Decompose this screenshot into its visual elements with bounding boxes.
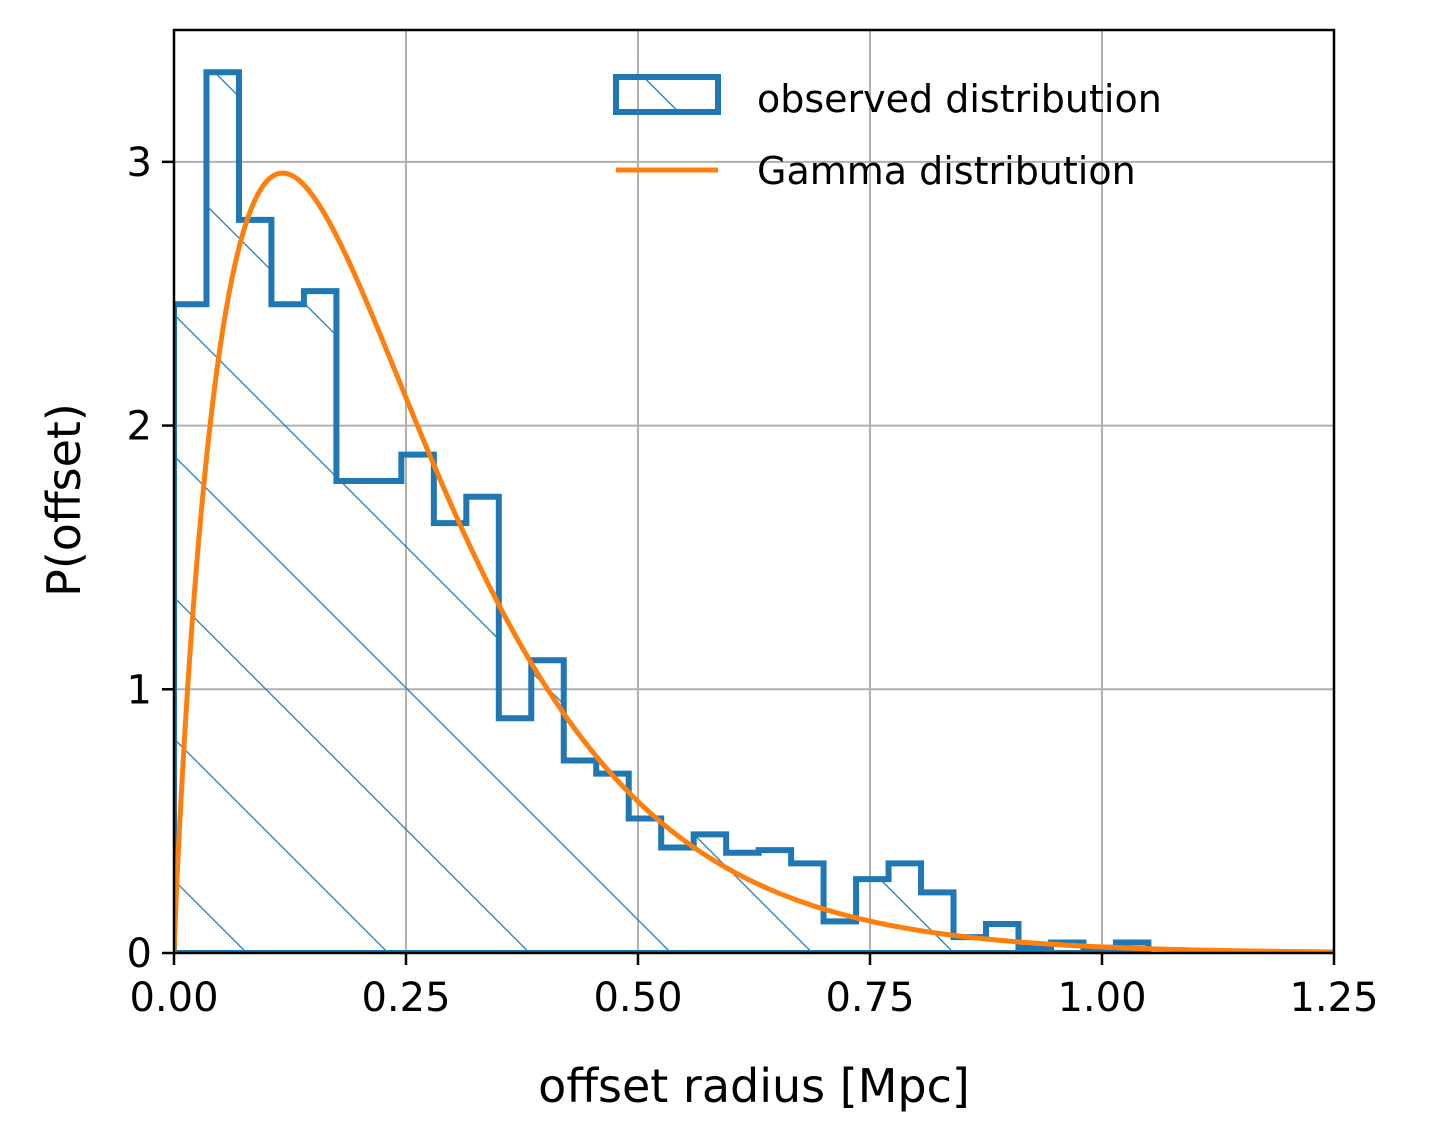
histogram-bin-4 (304, 291, 336, 953)
histogram-bin-20 (824, 921, 856, 953)
x-tick-label-2: 0.50 (593, 975, 682, 1021)
legend: observed distribution Gamma distribution (613, 74, 1162, 193)
y-tick-label-2: 2 (127, 404, 152, 450)
histogram-bin-13 (596, 774, 628, 953)
y-axis-label: P(offset) (37, 403, 91, 597)
histogram-bin-9 (466, 497, 498, 953)
histogram-bin-10 (499, 718, 531, 953)
y-tick-label-1: 1 (127, 667, 152, 713)
histogram-bin-22 (889, 863, 921, 953)
histogram-bin-2 (239, 220, 271, 953)
histogram-hatch-fill (174, 72, 1149, 953)
x-tick-label-3: 0.75 (825, 975, 914, 1021)
x-tick-label-4: 1.00 (1057, 975, 1146, 1021)
histogram-bin-5 (336, 481, 368, 953)
x-tick-label-0: 0.00 (129, 975, 218, 1021)
histogram-bin-15 (661, 848, 693, 953)
histogram-bin-12 (564, 760, 596, 953)
histogram-bin-23 (921, 892, 953, 953)
gamma-curve-series (174, 170, 1334, 953)
histogram-bin-1 (206, 72, 238, 953)
histogram-bin-7 (401, 455, 433, 953)
x-tick-label-5: 1.25 (1289, 975, 1378, 1021)
histogram-bin-18 (759, 850, 791, 953)
legend-label-gamma: Gamma distribution (757, 149, 1136, 193)
axis-ticks: 0.00 0.25 0.50 0.75 1.00 1.25 0 1 2 3 (127, 140, 1379, 1021)
x-axis-label: offset radius [Mpc] (538, 1059, 970, 1113)
histogram-series (174, 69, 1152, 953)
histogram-bin-14 (629, 819, 661, 953)
histogram-bin-3 (271, 304, 303, 953)
histogram-bin-8 (434, 523, 466, 953)
x-tick-label-1: 0.25 (361, 975, 450, 1021)
legend-label-observed: observed distribution (757, 77, 1162, 121)
y-tick-label-3: 3 (127, 140, 152, 186)
histogram-bin-21 (856, 879, 888, 953)
gamma-curve-line (174, 170, 1334, 953)
histogram-outline (174, 69, 1152, 953)
y-tick-label-0: 0 (127, 931, 152, 977)
plot-frame (172, 28, 1336, 955)
histogram-bin-6 (369, 481, 401, 953)
legend-hist-swatch (613, 74, 721, 115)
